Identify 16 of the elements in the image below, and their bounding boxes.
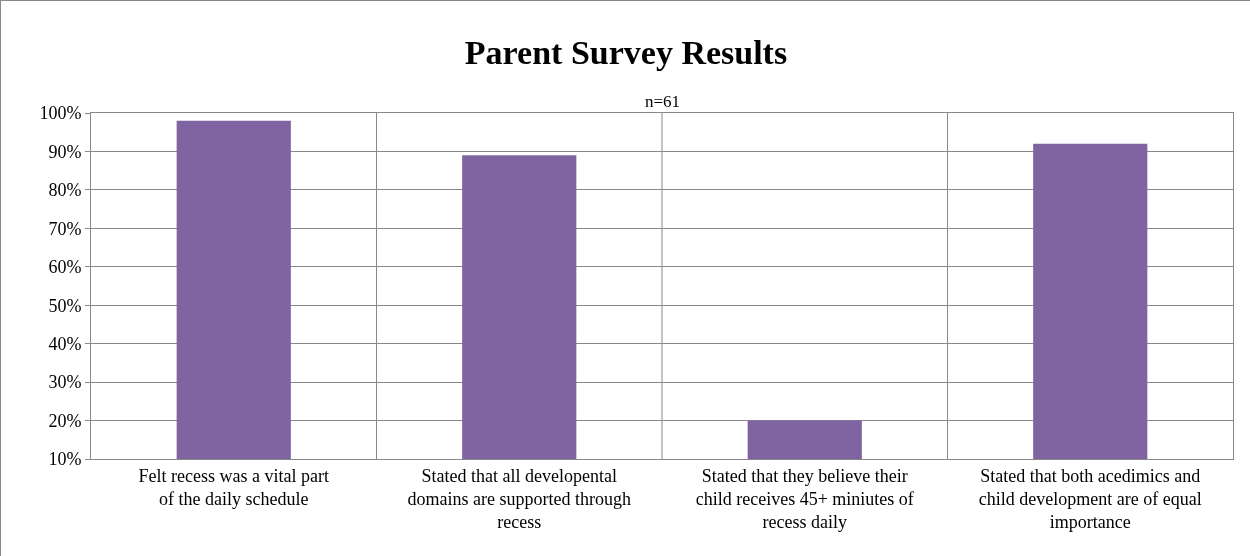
- x-tick-label: Felt recess was a vital part of the daily schedule: [138, 465, 329, 509]
- y-tick-label: 100%: [39, 103, 82, 124]
- x-tick-label: Stated that all developental domains are supported through recess: [407, 465, 631, 533]
- y-tick-label: 50%: [48, 295, 82, 316]
- y-tick-label: 80%: [48, 180, 82, 201]
- chart-subtitle: n=61: [645, 92, 681, 111]
- y-tick-label: 70%: [48, 218, 82, 239]
- x-tick-label: Stated that they believe their child receives 45+ miniutes of recess daily: [695, 465, 914, 533]
- y-tick-label: 90%: [48, 141, 82, 162]
- y-tick-label: 20%: [48, 410, 82, 431]
- y-tick-label: 60%: [48, 257, 82, 278]
- y-tick-label: 40%: [48, 333, 82, 354]
- x-tick-label: Stated that both acedimics and child development are of equal importance: [978, 465, 1202, 533]
- y-tick-label: 30%: [48, 372, 82, 393]
- y-tick-label: 10%: [48, 449, 82, 470]
- chart-title: Parent Survey Results: [464, 33, 788, 71]
